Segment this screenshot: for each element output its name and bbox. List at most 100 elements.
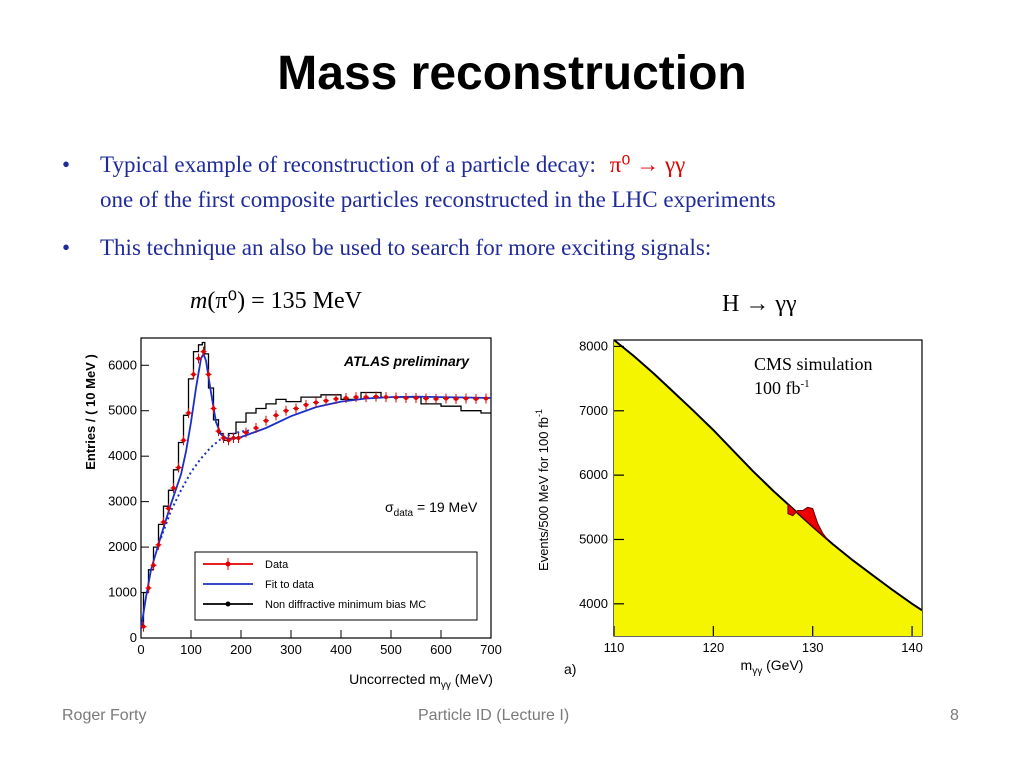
signal-red-peak — [787, 502, 829, 541]
panel-label: a) — [564, 661, 576, 677]
data-point — [314, 400, 318, 405]
data-point — [484, 396, 488, 401]
pi0-decay: π⁰ → γγ — [609, 152, 686, 177]
y-tick-label: 5000 — [108, 403, 137, 418]
data-point — [151, 563, 156, 568]
atlas-pi0-mass-plot: 0 100 200 300 400 500 600 700 0 1000 2000 3000 4000 5… — [83, 337, 502, 691]
x-tick-label: 0 — [137, 642, 144, 657]
legend-data-marker — [225, 561, 231, 567]
data-point — [244, 430, 248, 435]
x-tick-label: 500 — [380, 642, 402, 657]
data-point — [294, 406, 298, 411]
x-tick-label: 120 — [703, 640, 725, 655]
data-point — [166, 506, 171, 511]
cms-simulation-annotation: CMS simulation 100 fb-1 — [754, 354, 873, 398]
data-point — [274, 413, 278, 418]
data-point — [404, 396, 408, 400]
data-point — [374, 394, 378, 399]
data-point — [196, 356, 201, 361]
data-point — [324, 398, 328, 403]
bullet-1-text: Typical example of reconstruction of a p… — [100, 152, 596, 177]
data-point — [414, 396, 418, 400]
background-yellow-area — [614, 340, 922, 636]
y-tick-label: 4000 — [108, 448, 137, 463]
footer-lecture: Particle ID (Lecture I) — [418, 707, 570, 724]
x-tick-label: 100 — [180, 642, 202, 657]
data-point — [211, 406, 216, 411]
legend-label-2: Fit to data — [265, 579, 315, 591]
cms-x-axis-label: mγγ (GeV) — [741, 657, 804, 677]
data-point — [454, 396, 458, 401]
data-point — [354, 395, 358, 400]
y-tick-label: 6000 — [579, 467, 608, 482]
data-point — [181, 438, 186, 443]
data-point — [176, 465, 181, 470]
data-point — [304, 402, 308, 407]
footer-author: Roger Forty — [62, 707, 147, 724]
data-point — [146, 586, 151, 590]
data-point — [394, 395, 398, 400]
y-tick-label: 0 — [130, 630, 137, 645]
x-tick-label: 400 — [330, 642, 352, 657]
y-tick-label: 8000 — [579, 338, 608, 353]
data-point — [344, 396, 348, 400]
x-tick-label: 140 — [901, 640, 923, 655]
y-tick-label: 7000 — [579, 403, 608, 418]
legend-label-3: Non diffractive minimum bias MC — [265, 599, 426, 611]
cms-simulation-label: CMS simulation — [754, 354, 873, 374]
cms-y-axis-label: Events/500 MeV for 100 fb-1 — [534, 409, 551, 571]
data-point — [201, 349, 206, 354]
background-fit-dotted — [160, 429, 252, 539]
footer-page-number: 8 — [950, 707, 959, 724]
legend-mc-marker — [225, 601, 231, 607]
atlas-legend: Data Fit to data Non diffractive minimum b… — [194, 551, 478, 621]
data-point — [171, 486, 176, 490]
bullet-2-text: This technique an also be used to search… — [100, 235, 712, 260]
y-tick-label: 5000 — [579, 531, 608, 546]
data-point — [161, 520, 166, 525]
data-point — [384, 395, 388, 400]
data-point — [424, 396, 428, 401]
atlas-preliminary-label: ATLAS preliminary — [343, 353, 470, 369]
x-tick-label: 700 — [480, 642, 502, 657]
slide-title: Mass reconstruction — [277, 47, 747, 100]
x-tick-label: 200 — [230, 642, 252, 657]
legend-label-1: Data — [265, 559, 289, 571]
data-point — [156, 542, 161, 547]
x-tick-label: 110 — [604, 640, 625, 655]
pi0-mass-caption: m(π⁰) = 135 MeV — [190, 288, 362, 314]
y-tick-label: 6000 — [108, 357, 137, 372]
atlas-x-axis-label: Uncorrected mγγ (MeV) — [349, 671, 493, 691]
background-fit-line — [613, 339, 923, 612]
data-point — [264, 418, 268, 423]
data-point — [231, 436, 236, 440]
data-point — [444, 396, 448, 401]
bullet-1-line2: one of the first composite particles rec… — [100, 187, 776, 212]
cms-higgs-mass-plot: 110 120 130 140 4000 5000 6000 7000 8000 CMS simu… — [534, 338, 923, 677]
x-tick-label: 600 — [430, 642, 452, 657]
data-point — [284, 408, 288, 413]
data-point — [434, 396, 438, 401]
data-point — [474, 396, 478, 401]
data-point — [206, 372, 211, 377]
sigma-data-label: σdata = 19 MeV — [385, 499, 478, 519]
data-point — [191, 372, 196, 377]
bullet-marker: • — [62, 235, 71, 260]
data-point — [216, 429, 221, 434]
x-tick-label: 130 — [802, 640, 824, 655]
data-point — [464, 396, 468, 401]
data-point — [364, 395, 368, 400]
data-point — [186, 411, 191, 415]
data-point — [141, 624, 146, 629]
data-point — [236, 436, 241, 440]
data-point — [334, 396, 338, 401]
atlas-y-axis-label: Entries / ( 10 MeV ) — [83, 354, 98, 470]
x-tick-label: 300 — [280, 642, 302, 657]
higgs-caption: H → γγ — [722, 291, 797, 317]
y-tick-label: 1000 — [108, 585, 137, 600]
data-point — [254, 426, 258, 430]
bullet-marker: • — [62, 152, 71, 177]
y-tick-label: 3000 — [108, 494, 137, 509]
luminosity-label: 100 fb-1 — [754, 378, 810, 398]
y-tick-label: 2000 — [108, 539, 137, 554]
